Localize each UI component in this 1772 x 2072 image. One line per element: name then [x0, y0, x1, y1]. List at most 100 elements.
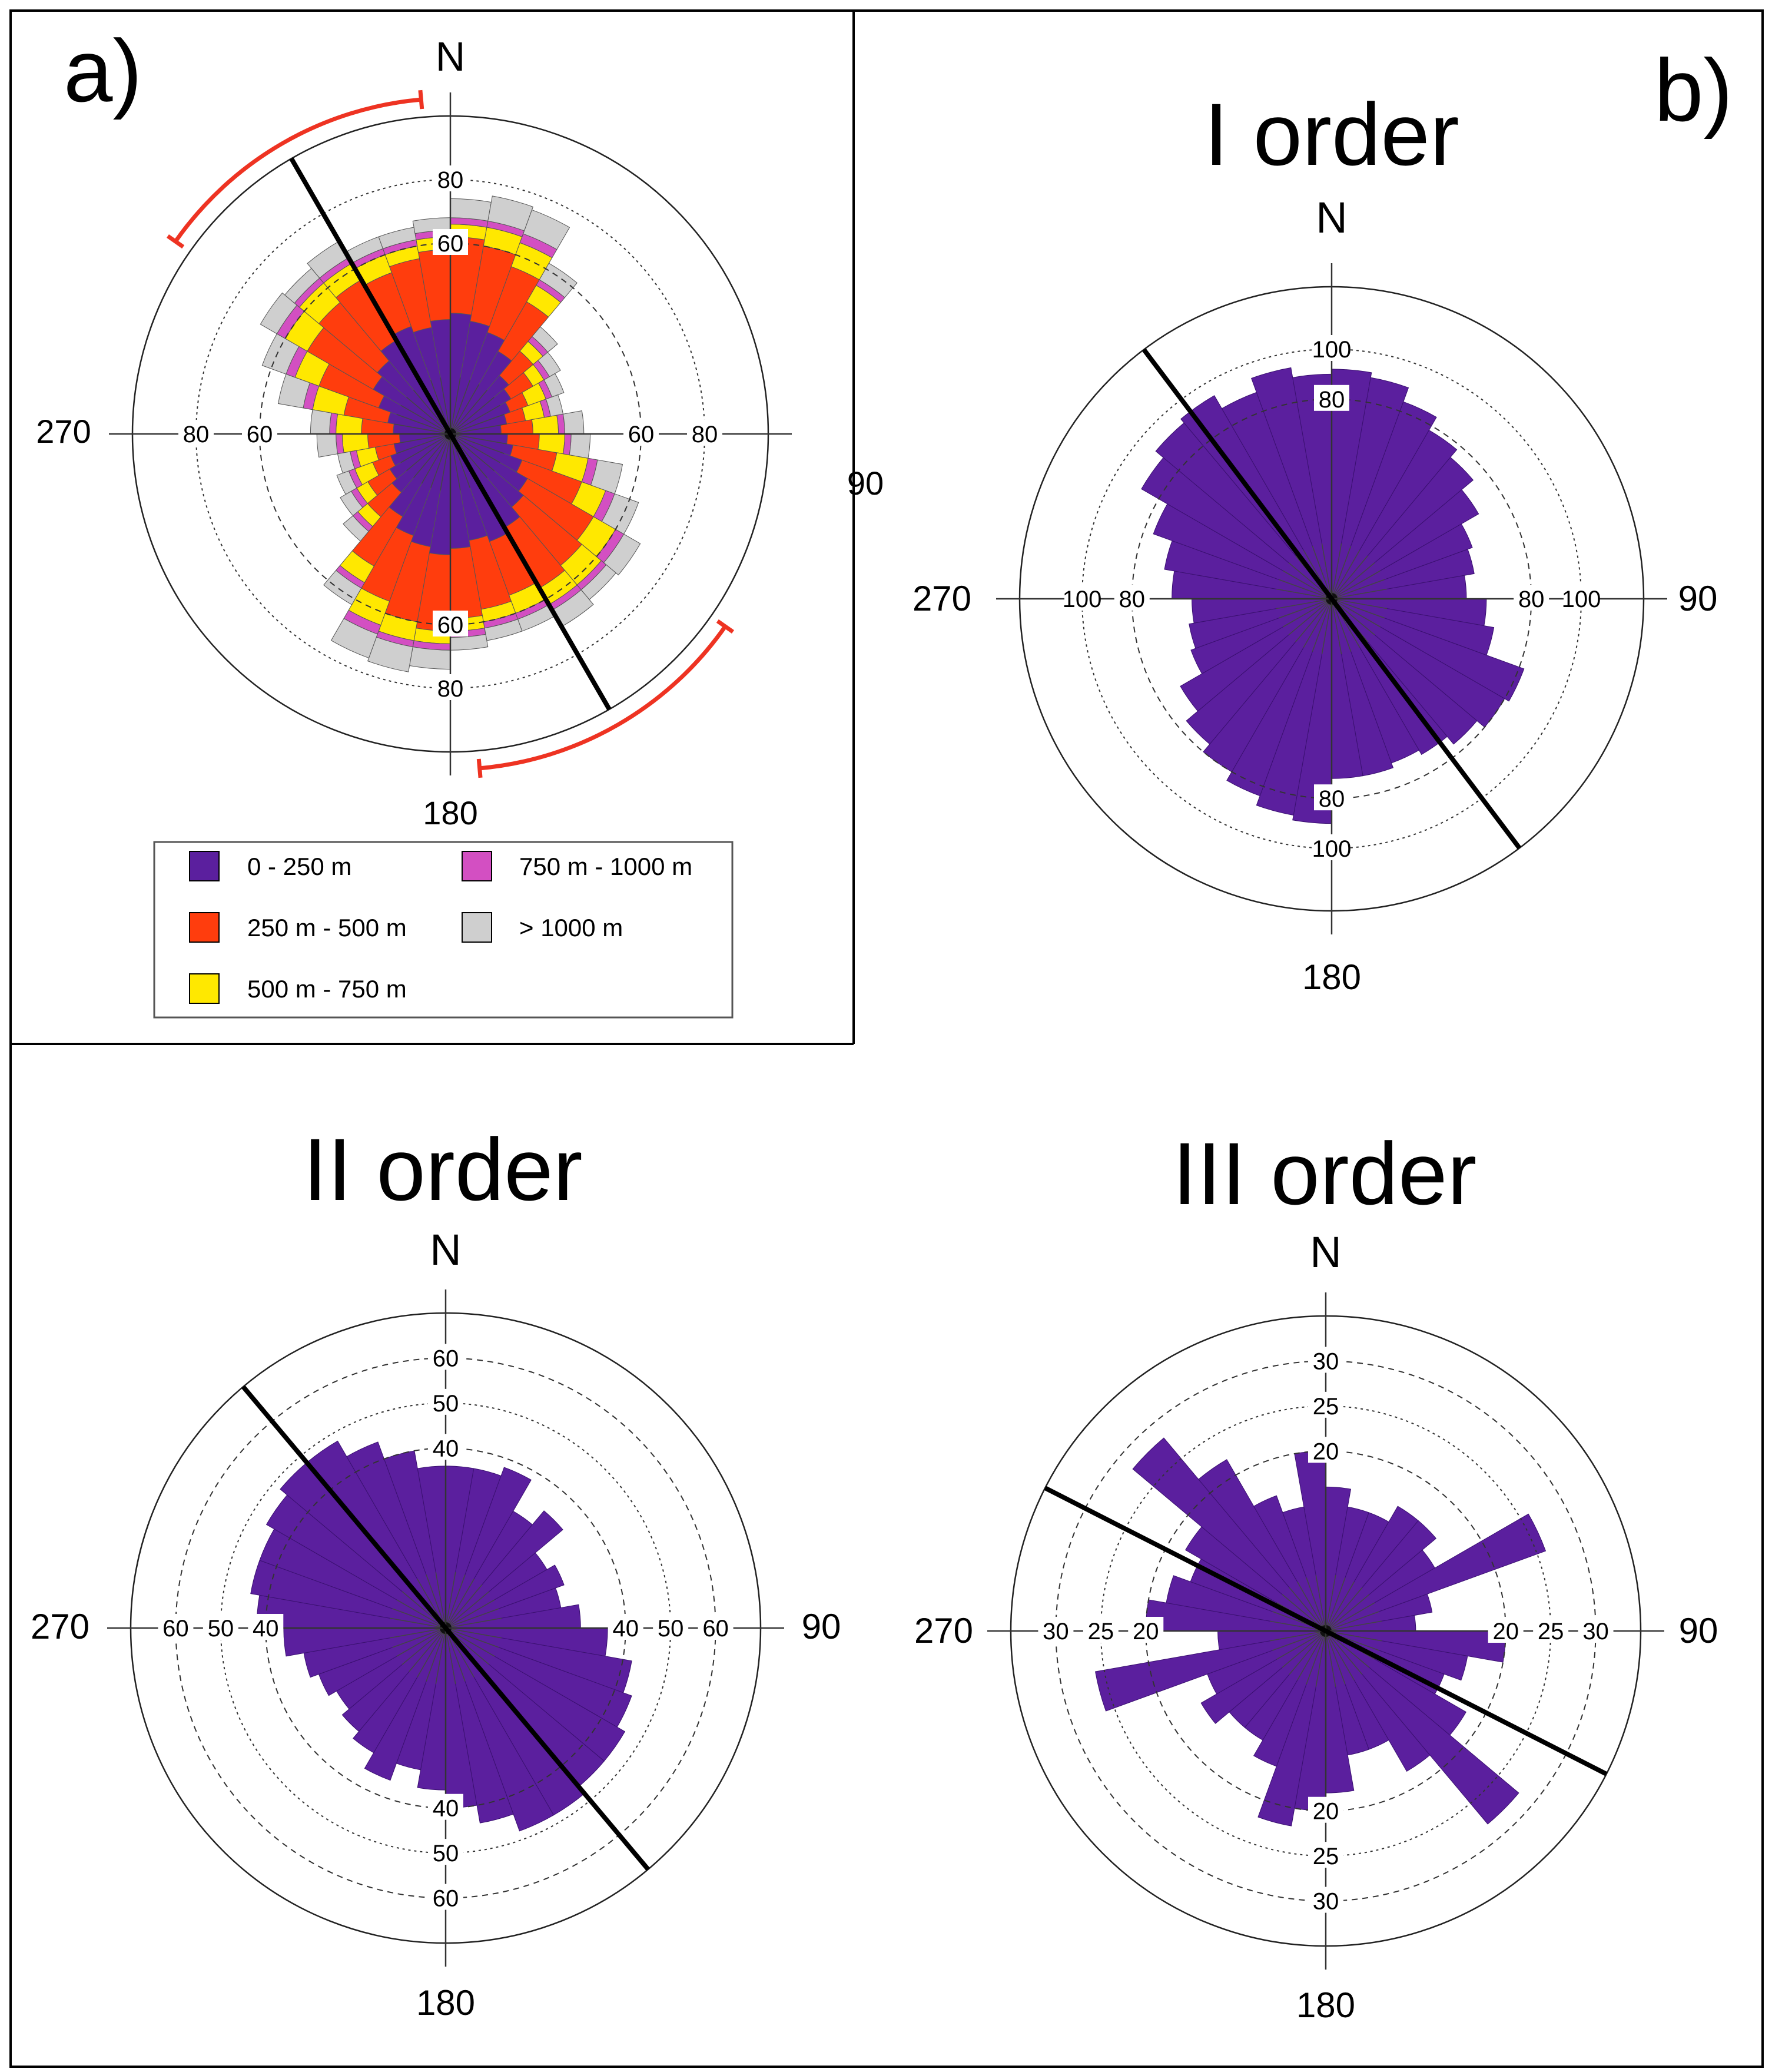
order-3-title: III order — [1173, 1124, 1477, 1223]
spoke-order2-300 — [396, 1599, 446, 1629]
trend-range-cap-all-0-1 — [476, 758, 483, 778]
tick-bg-all-w-60 — [242, 420, 277, 446]
cardinal-n-order2: N — [430, 1225, 461, 1274]
spoke-order3-230 — [1282, 1630, 1326, 1668]
spoke-order2-30 — [445, 1579, 474, 1629]
spoke-all-300 — [400, 405, 451, 435]
spoke-order2-220 — [409, 1627, 446, 1672]
tick-bg-order1-n-100 — [1314, 335, 1349, 361]
spoke-order1-260 — [1276, 598, 1332, 609]
bar-all--1000-m-100 — [590, 459, 623, 495]
legend-label-750-1000: 750 m - 1000 m — [519, 853, 692, 880]
cardinal-e-order2: 90 — [802, 1607, 841, 1646]
spoke-order1-160 — [1331, 598, 1352, 652]
rose-diagram-order-2: 40 40 40 40 50 50 50 50 60 60 60 60 N 90 180 270 — [31, 1225, 841, 2023]
cardinal-n-order3: N — [1310, 1228, 1341, 1277]
spoke-order2-250 — [392, 1627, 446, 1648]
tick-label-all-n-80: 80 — [437, 167, 464, 193]
tick-bg-all-e-60 — [623, 420, 659, 446]
spoke-order3-320 — [1289, 1587, 1326, 1632]
tick-label-order3-w-30: 30 — [1043, 1619, 1069, 1645]
trend-range-cap-all-0-0 — [716, 619, 735, 634]
tick-label-all-s-60: 60 — [437, 612, 464, 638]
spoke-order3-350 — [1315, 1575, 1326, 1632]
spoke-order2-70 — [445, 1608, 499, 1629]
spoke-order2-50 — [445, 1591, 490, 1629]
spoke-order1-240 — [1283, 598, 1332, 628]
bar-order3-60 — [1325, 1513, 1547, 1632]
bar-all--1000-m-0 — [450, 198, 492, 221]
tick-bg-order2-w-60 — [158, 1614, 194, 1640]
rose-diagram-all: 60 60 60 60 80 80 80 80 N 90 180 270 — [36, 34, 884, 831]
spoke-all-260 — [394, 433, 451, 445]
legend-swatch-250-500 — [189, 912, 220, 943]
tick-label-order1-w-100: 100 — [1063, 586, 1102, 612]
spoke-all-80 — [450, 423, 507, 435]
trend-range-cap-all-180-1 — [418, 89, 424, 110]
tick-label-order2-s-40: 40 — [433, 1796, 459, 1822]
spoke-all-240 — [400, 433, 451, 463]
tick-bg-order1-s-80 — [1314, 784, 1349, 811]
tick-bg-all-w-80 — [178, 420, 214, 446]
spoke-order1-170 — [1331, 598, 1342, 655]
spoke-order1-10 — [1331, 543, 1342, 599]
cardinal-n-order1: N — [1316, 193, 1347, 242]
bar-all--1000-m-160 — [484, 618, 523, 641]
spoke-order3-40 — [1325, 1587, 1363, 1632]
tick-bg-order3-n-20 — [1308, 1437, 1343, 1463]
tick-label-order1-n-80: 80 — [1319, 387, 1345, 413]
cardinal-n-all: N — [436, 34, 466, 79]
spoke-order2-170 — [445, 1627, 456, 1684]
spoke-order2-340 — [426, 1574, 446, 1629]
tick-bg-all-s-80 — [433, 674, 468, 700]
spoke-all-100 — [450, 433, 507, 445]
spoke-order3-160 — [1325, 1630, 1346, 1685]
spoke-order3-100 — [1325, 1630, 1382, 1642]
tick-label-order1-s-80: 80 — [1319, 786, 1345, 812]
spoke-all-230 — [406, 433, 451, 472]
spoke-all-350 — [440, 377, 451, 435]
spoke-order1-50 — [1331, 562, 1375, 599]
legend-swatch-gt-1000 — [462, 912, 492, 943]
spoke-order2-110 — [445, 1627, 499, 1648]
spoke-all-250 — [396, 433, 451, 454]
spoke-order1-120 — [1331, 598, 1381, 628]
tick-label-order3-w-20: 20 — [1133, 1619, 1159, 1645]
tick-bg-order3-s-25 — [1308, 1842, 1343, 1868]
tick-label-order3-n-25: 25 — [1313, 1394, 1339, 1420]
spoke-order3-140 — [1325, 1630, 1363, 1675]
outer-frame — [9, 9, 1764, 2068]
tick-label-all-e-80: 80 — [692, 422, 718, 447]
tick-label-order3-n-20: 20 — [1313, 1438, 1339, 1464]
spoke-order2-60 — [445, 1599, 495, 1629]
legend-label-gt-1000: > 1000 m — [519, 914, 623, 941]
spoke-order1-200 — [1312, 598, 1332, 652]
spoke-order1-280 — [1276, 588, 1332, 599]
spoke-order3-200 — [1306, 1630, 1326, 1685]
bar-all--1000-m-80 — [562, 410, 585, 435]
bar-all--1000-m-250 — [337, 451, 356, 474]
trend-line-all — [289, 157, 612, 711]
spoke-all-70 — [450, 414, 505, 435]
cardinal-e-order1: 90 — [1678, 579, 1718, 618]
legend-swatch-500-750 — [189, 973, 220, 1004]
spoke-all-50 — [450, 396, 495, 435]
spoke-order1-340 — [1312, 546, 1332, 599]
bar-all--1000-m-340 — [378, 227, 417, 250]
tick-bg-all-n-60 — [433, 229, 468, 255]
spoke-all-190 — [440, 433, 451, 490]
tick-label-order2-e-40: 40 — [612, 1616, 639, 1642]
spoke-order1-230 — [1288, 598, 1332, 635]
spoke-order1-80 — [1331, 588, 1388, 599]
tick-label-order2-n-60: 60 — [433, 1345, 459, 1371]
spoke-order1-300 — [1283, 570, 1332, 599]
tick-label-order1-e-80: 80 — [1518, 586, 1545, 612]
spoke-order3-30 — [1325, 1582, 1355, 1632]
tick-label-order2-w-60: 60 — [162, 1616, 189, 1642]
spoke-order2-20 — [445, 1574, 466, 1629]
spoke-order2-350 — [435, 1572, 446, 1629]
tick-label-all-w-60: 60 — [247, 422, 273, 447]
trend-range-cap-all-180-0 — [166, 234, 185, 249]
spoke-order1-20 — [1331, 546, 1352, 599]
spoke-all-310 — [406, 396, 451, 435]
